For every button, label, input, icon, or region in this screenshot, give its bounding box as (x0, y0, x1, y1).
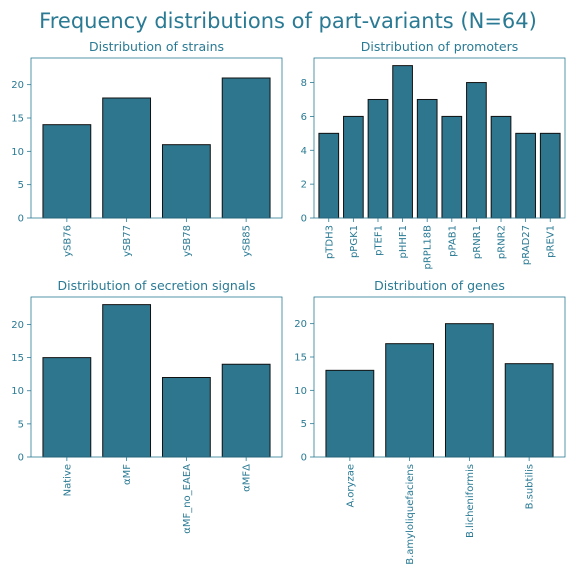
y-tick-label: 4 (301, 146, 307, 157)
bar-pRNR1 (466, 82, 487, 219)
bar-pTEF1 (367, 98, 389, 219)
y-tick-label: 0 (301, 214, 307, 225)
x-tick-label: αMF_no_EAEA (182, 464, 193, 534)
y-tick-label: 5 (18, 419, 24, 430)
y-tick-label: 0 (18, 214, 24, 225)
subplot-3: Distribution of secretion signals 0 5 10 15 2… (11, 278, 283, 534)
figure-title: Frequency distributions of part-variants… (39, 9, 537, 33)
x-tick-label: αMFΔ (242, 464, 253, 492)
bar-Native (42, 357, 92, 458)
axes-frame (30, 296, 283, 458)
bar-B.licheniformis (444, 323, 494, 458)
y-tick-label: 15 (11, 353, 24, 364)
x-tick-label: B.subtilis (525, 464, 536, 509)
y-tick-label: 20 (294, 319, 307, 330)
y-tick-label: 0 (18, 453, 24, 464)
bar-pHHF1 (392, 65, 413, 219)
y-tick-label: 5 (18, 180, 24, 191)
y-tick-label: 15 (11, 114, 24, 125)
x-tick-label: A.oryzae (345, 464, 356, 508)
y-tick-label: 10 (294, 386, 307, 397)
x-tick-label: ySB78 (182, 225, 193, 257)
axes-frame (30, 57, 283, 219)
x-tick-label: pRAD27 (521, 225, 532, 265)
y-tick-label: 0 (301, 453, 307, 464)
bar-pPAB1 (441, 115, 463, 219)
bar-αMF (102, 304, 152, 458)
x-tick-label: αMF (122, 464, 133, 485)
x-tick-label: ySB76 (62, 225, 73, 257)
y-tick-label: 10 (11, 386, 24, 397)
x-tick-label: B.licheniformis (465, 464, 476, 538)
bar-ySB76 (42, 124, 92, 219)
subplot-2: Distribution of promoters 0 2 4 6 8 pTDH3 pPGK1… (301, 39, 566, 270)
y-tick-label: 15 (294, 353, 307, 364)
x-tick-label: pRNR2 (497, 225, 508, 259)
x-tick-label: pTEF1 (373, 225, 384, 256)
y-tick-label: 20 (11, 80, 24, 91)
bar-pRAD27 (515, 132, 536, 219)
bar-pPGK1 (343, 115, 364, 219)
y-tick-label: 20 (11, 320, 24, 331)
x-tick-label: pREV1 (546, 225, 557, 258)
x-tick-label: ySB85 (242, 225, 253, 257)
x-tick-label: pPAB1 (447, 225, 458, 257)
subplot-title: Distribution of promoters (361, 39, 518, 54)
x-tick-label: ySB77 (122, 225, 133, 257)
x-tick-label: B.amyloliquefaciens (405, 464, 416, 565)
y-tick-label: 6 (301, 112, 307, 123)
bar-pREV1 (539, 132, 561, 219)
bar-pRPL18B (416, 98, 438, 219)
bar-pTDH3 (318, 132, 340, 219)
bar-ySB78 (161, 144, 211, 219)
subplot-4: Distribution of genes 0 5 10 15 20 A.oryzae B.a… (294, 278, 566, 565)
axes-frame (313, 296, 566, 458)
y-tick-label: 10 (11, 147, 24, 158)
x-tick-label: pTDH3 (324, 225, 335, 259)
bar-A.oryzae (325, 369, 375, 458)
x-tick-label: pRNR1 (472, 225, 483, 259)
x-tick-label: pHHF1 (398, 225, 409, 259)
bar-B.amyloliquefaciens (385, 343, 435, 458)
bar-B.subtilis (504, 363, 554, 458)
y-tick-label: 5 (301, 419, 307, 430)
axes-frame (313, 57, 566, 219)
bar-pRNR2 (490, 115, 512, 219)
bar-αMF_no_EAEA (161, 377, 211, 458)
y-tick-label: 8 (301, 78, 307, 89)
subplot-title: Distribution of secretion signals (58, 278, 256, 293)
subplot-title: Distribution of genes (374, 278, 505, 293)
subplot-title: Distribution of strains (89, 39, 224, 54)
x-tick-label: pRPL18B (423, 225, 434, 270)
bar-ySB77 (102, 97, 152, 219)
bar-ySB85 (221, 77, 271, 219)
x-tick-label: Native (62, 464, 73, 496)
x-tick-label: pPGK1 (349, 225, 360, 258)
subplot-1: Distribution of strains 0 5 10 15 20 ySB76 ySB7… (11, 39, 283, 257)
bar-αMFΔ (221, 363, 271, 458)
y-tick-label: 2 (301, 180, 307, 191)
